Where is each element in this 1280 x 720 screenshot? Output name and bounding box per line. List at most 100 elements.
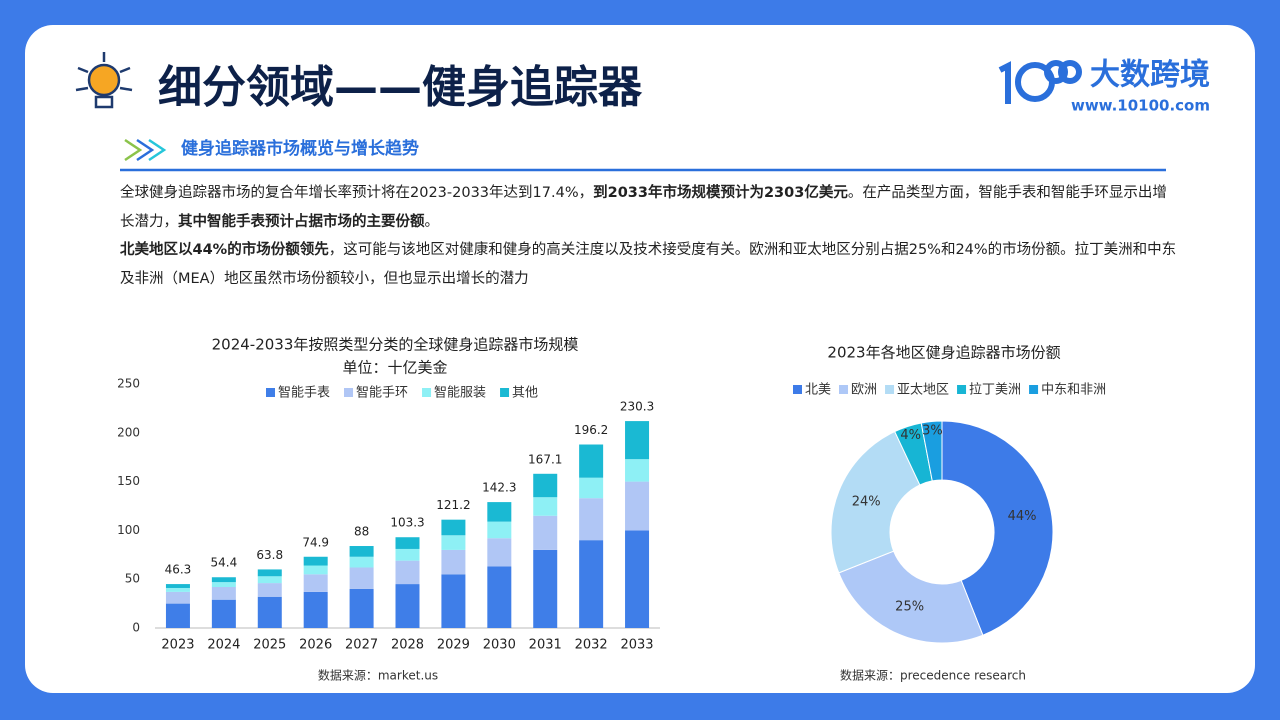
bar-segment: [211, 587, 236, 600]
chart-title: 2023年各地区健身追踪器市场份额: [827, 344, 1060, 362]
bar-segment: [579, 498, 604, 541]
x-tick-label: 2029: [437, 638, 470, 653]
legend-label: 其他: [512, 386, 538, 401]
bar-segment: [303, 556, 328, 566]
legend-label: 亚太地区: [897, 383, 949, 398]
donut-slice: [830, 430, 921, 574]
x-tick-label: 2030: [483, 638, 516, 653]
legend-swatch: [344, 388, 354, 397]
donut-slice: [920, 420, 943, 482]
text-run: 其中智能手表预计占据市场的主要份额: [178, 213, 425, 230]
legend-swatch: [1029, 385, 1039, 394]
legend-label: 北美: [805, 383, 831, 398]
y-tick-label: 200: [117, 425, 140, 439]
source: 数据来源：precedence research: [840, 668, 1026, 683]
total-label: 121.2: [436, 498, 470, 512]
x-tick-label: 2033: [620, 638, 653, 653]
bar-segment: [257, 596, 282, 628]
bar-segment: [487, 502, 512, 522]
x-tick-label: 2024: [207, 638, 240, 653]
bar-segment: [395, 560, 420, 585]
bar-segment: [303, 565, 328, 575]
x-tick-label: 2032: [575, 638, 608, 653]
legend-label: 智能服装: [434, 386, 486, 401]
bar-segment: [441, 574, 466, 628]
bar-segment: [395, 584, 420, 628]
total-label: 46.3: [165, 563, 192, 577]
bar-segment: [625, 481, 650, 531]
text-run: ，这可能与该地区对健康和健身的高关注度以及技术接受度有关。欧洲和亚太地区分别占据…: [120, 242, 1177, 287]
text-run: 北美地区以44%的市场份额领先: [120, 242, 329, 258]
x-tick-label: 2025: [253, 638, 286, 653]
page-title: 细分领域——健身追踪器: [158, 62, 643, 113]
bar-segment: [349, 588, 374, 628]
text-run: 。: [424, 213, 440, 230]
total-label: 167.1: [528, 452, 562, 466]
total-label: 103.3: [390, 516, 424, 530]
data-label: 3%: [922, 423, 943, 438]
chart-title: 2024-2033年按照类型分类的全球健身追踪器市场规模: [212, 336, 579, 354]
bar-segment: [579, 444, 604, 478]
bar-segment: [165, 584, 190, 588]
bar-segment: [441, 549, 466, 575]
bar-segment: [257, 569, 282, 577]
bar-segment: [257, 576, 282, 584]
bar-segment: [625, 421, 650, 460]
legend-label: 智能手表: [278, 386, 330, 401]
x-tick-label: 2028: [391, 638, 424, 653]
source: 数据来源：market.us: [318, 668, 438, 683]
bar-segment: [487, 538, 512, 567]
legend-swatch: [885, 385, 895, 394]
logo-name: 大数跨境: [1090, 58, 1210, 93]
data-label: 25%: [895, 599, 924, 614]
legend-swatch: [839, 385, 849, 394]
bar-segment: [211, 577, 236, 583]
bar-segment: [165, 591, 190, 604]
bar-segment: [395, 548, 420, 561]
text-run: 。在产品类型方面，智能手表和智能手环显示出增长潜力，: [120, 185, 1167, 230]
legend-swatch: [957, 385, 967, 394]
bar-segment: [303, 574, 328, 592]
bar-segment: [303, 591, 328, 628]
y-tick-label: 150: [117, 474, 140, 488]
bar-segment: [533, 473, 558, 498]
total-label: 196.2: [574, 423, 608, 437]
text-run: 到2033年市场规模预计为2303亿美元: [593, 185, 848, 201]
x-tick-label: 2023: [161, 638, 194, 653]
bar-segment: [395, 537, 420, 549]
y-tick-label: 0: [132, 621, 140, 635]
logo-mark: [998, 60, 1082, 104]
y-tick-label: 100: [117, 523, 140, 537]
bar-segment: [349, 567, 374, 589]
legend-swatch: [500, 388, 510, 397]
total-label: 230.3: [620, 400, 654, 414]
bar-segment: [579, 540, 604, 628]
total-label: 54.4: [211, 556, 238, 570]
bar-segment: [533, 549, 558, 628]
legend-label: 拉丁美洲: [969, 383, 1021, 398]
total-label: 63.8: [256, 548, 283, 562]
bar-segment: [349, 546, 374, 557]
data-label: 44%: [1008, 509, 1037, 524]
bar-segment: [441, 519, 466, 536]
x-tick-label: 2026: [299, 638, 332, 653]
paragraph: 北美地区以44%的市场份额领先，这可能与该地区对健康和健身的高关注度以及技术接受…: [120, 236, 1180, 293]
y-tick-label: 50: [125, 572, 140, 586]
legend-swatch: [793, 385, 802, 394]
legend-swatch: [266, 388, 275, 397]
legend-label: 中东和非洲: [1041, 383, 1106, 398]
logo-url: www.10100.com: [1071, 97, 1210, 115]
bar-segment: [625, 530, 650, 628]
section-title: 健身追踪器市场概览与增长趋势: [181, 138, 419, 159]
total-label: 88: [354, 525, 369, 539]
data-label: 4%: [900, 428, 921, 443]
bar-segment: [579, 477, 604, 499]
x-tick-label: 2027: [345, 638, 378, 653]
bar-segment: [625, 459, 650, 482]
bar-segment: [533, 515, 558, 550]
y-tick-label: 250: [117, 377, 140, 391]
bulb-icon: [75, 52, 133, 109]
